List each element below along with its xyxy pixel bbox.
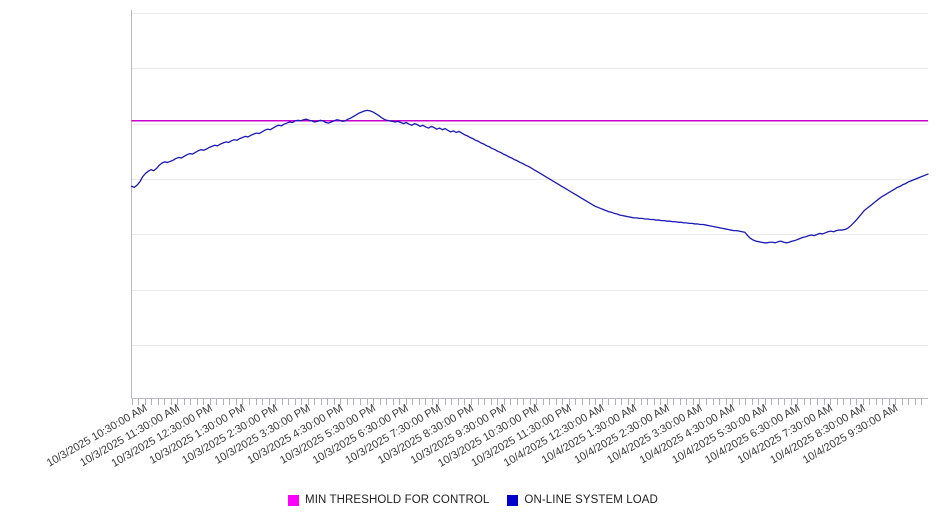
legend-item-min-threshold-for-control[interactable]: MIN THRESHOLD FOR CONTROL — [288, 494, 489, 506]
legend-label: MIN THRESHOLD FOR CONTROL — [305, 494, 490, 506]
data-series — [130, 109, 929, 244]
legend-swatch-icon — [288, 494, 300, 506]
load-line — [130, 109, 929, 244]
chart-legend: MIN THRESHOLD FOR CONTROL ON-LINE SYSTEM… — [0, 494, 946, 506]
legend-item-on-line-system-load[interactable]: ON-LINE SYSTEM LOAD — [507, 494, 658, 506]
legend-label: ON-LINE SYSTEM LOAD — [524, 494, 658, 506]
legend-swatch-icon — [507, 494, 519, 506]
gridlines — [131, 13, 928, 346]
x-axis-tickmarks — [132, 399, 922, 405]
